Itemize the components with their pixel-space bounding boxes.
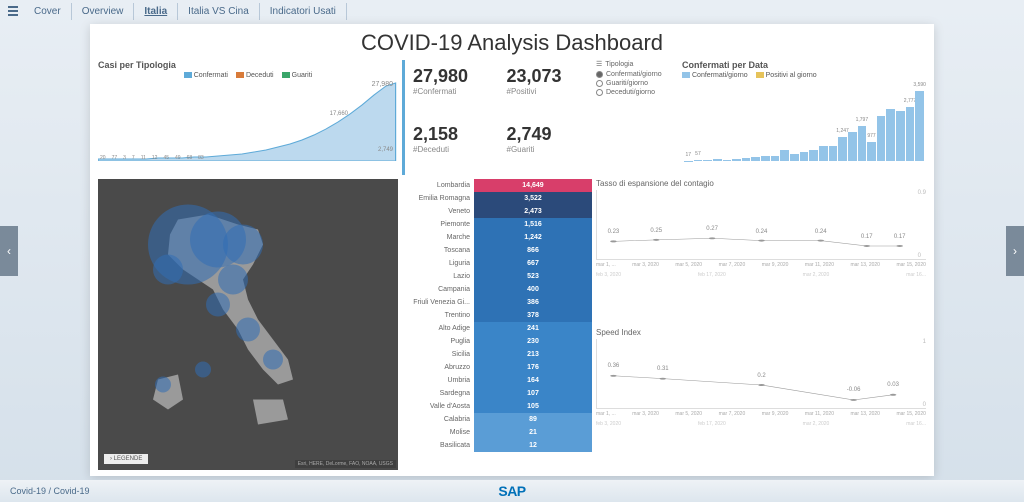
filter-option[interactable]: Deceduti/giorno xyxy=(596,89,676,96)
kpi-deceduti: 2,158#Deceduti xyxy=(405,118,499,176)
kpi-block: 27,980#Confermati23,073#Positivi2,158#De… xyxy=(402,60,592,175)
bar-chart: 17571,2471,7979772,7773,590 xyxy=(682,81,926,161)
table-row[interactable]: Lazio523 xyxy=(402,270,592,283)
kpi-guariti: 2,749#Guariti xyxy=(499,118,593,176)
bar xyxy=(742,158,751,161)
bar xyxy=(829,146,838,161)
bar xyxy=(790,154,799,161)
chart-legend: Confermati/giorno Positivi al giorno xyxy=(682,72,926,79)
kpi-confermati: 27,980#Confermati xyxy=(405,60,499,118)
tasso-chart: Tasso di espansione del contagio 0.90 0.… xyxy=(596,179,926,322)
low-label: 2,749 xyxy=(378,147,393,153)
table-row[interactable]: Sardegna107 xyxy=(402,387,592,400)
bar xyxy=(771,156,780,161)
bar xyxy=(713,159,722,161)
bar xyxy=(723,160,732,161)
table-row[interactable]: Basilicata12 xyxy=(402,439,592,452)
table-row[interactable]: Marche1,242 xyxy=(402,231,592,244)
legend-item: Positivi al giorno xyxy=(756,72,817,79)
table-row[interactable]: Friuli Venezia Gi...386 xyxy=(402,296,592,309)
peak-label: 27,980 xyxy=(372,81,393,88)
nav-tab-cover[interactable]: Cover xyxy=(24,3,72,20)
bar: 3,590 xyxy=(915,91,924,161)
table-row[interactable]: Alto Adige241 xyxy=(402,322,592,335)
legend-item: Confermati xyxy=(184,72,228,79)
table-row[interactable]: Sicilia213 xyxy=(402,348,592,361)
mid-label: 17,660 xyxy=(330,111,348,117)
legend-item: Confermati/giorno xyxy=(682,72,748,79)
nav-tab-indicatori-usati[interactable]: Indicatori Usati xyxy=(260,3,347,20)
filter-icon: ☰ xyxy=(596,60,602,68)
chart-title: Tasso di espansione del contagio xyxy=(596,179,926,188)
bar xyxy=(751,157,760,161)
bar xyxy=(877,116,886,161)
bar: 977 xyxy=(867,142,876,161)
nav-tab-italia-vs-cina[interactable]: Italia VS Cina xyxy=(178,3,260,20)
top-nav: CoverOverviewItaliaItalia VS CinaIndicat… xyxy=(0,0,1024,22)
table-row[interactable]: Lombardia14,649 xyxy=(402,179,592,192)
nav-items: CoverOverviewItaliaItalia VS CinaIndicat… xyxy=(24,3,347,20)
table-row[interactable]: Umbria164 xyxy=(402,374,592,387)
casi-tipologia-chart: Casi per Tipologia Confermati Deceduti Gua… xyxy=(98,60,398,175)
bar xyxy=(800,152,809,161)
dashboard-panel: COVID-19 Analysis Dashboard Casi per Tip… xyxy=(90,24,934,476)
chart-legend: Confermati Deceduti Guariti xyxy=(98,72,398,79)
chart-title: Speed Index xyxy=(596,328,926,337)
dashboard-title: COVID-19 Analysis Dashboard xyxy=(90,24,934,60)
map-attribution: Esri, HERE, DeLorme, FAO, NOAA, USGS xyxy=(295,460,396,468)
next-page-arrow[interactable]: › xyxy=(1006,226,1024,276)
table-row[interactable]: Trentino378 xyxy=(402,309,592,322)
map-legend-button[interactable]: › LEGENDE xyxy=(104,454,148,464)
chart-title: Casi per Tipologia xyxy=(98,60,398,70)
menu-icon[interactable] xyxy=(8,6,22,16)
bar xyxy=(780,150,789,161)
bar: 2,777 xyxy=(906,107,915,161)
filter-option[interactable]: Guariti/giorno xyxy=(596,80,676,87)
bar: 1,797 xyxy=(858,126,867,161)
table-row[interactable]: Valle d'Aosta105 xyxy=(402,400,592,413)
table-row[interactable]: Emilia Romagna3,522 xyxy=(402,192,592,205)
italy-map[interactable]: › LEGENDE Esri, HERE, DeLorme, FAO, NOAA… xyxy=(98,179,398,470)
bar: 1,247 xyxy=(838,137,847,161)
table-row[interactable]: Campania400 xyxy=(402,283,592,296)
table-row[interactable]: Veneto2,473 xyxy=(402,205,592,218)
legend-item: Guariti xyxy=(282,72,313,79)
table-row[interactable]: Toscana866 xyxy=(402,244,592,257)
tipologia-filter: ☰Tipologia Confermati/giornoGuariti/gior… xyxy=(596,60,676,175)
table-row[interactable]: Molise21 xyxy=(402,426,592,439)
filter-option[interactable]: Confermati/giorno xyxy=(596,71,676,78)
bar: 57 xyxy=(694,160,703,161)
sap-logo: SAP xyxy=(498,483,525,499)
bar xyxy=(703,160,712,161)
bar xyxy=(848,132,857,161)
speed-chart: Speed Index 10 0.360.310.2-0.060.03 mar … xyxy=(596,328,926,471)
nav-tab-italia[interactable]: Italia xyxy=(134,3,178,20)
table-row[interactable]: Liguria667 xyxy=(402,257,592,270)
table-row[interactable]: Abruzzo176 xyxy=(402,361,592,374)
kpi-positivi: 23,073#Positivi xyxy=(499,60,593,118)
table-row[interactable]: Puglia230 xyxy=(402,335,592,348)
footer: Covid-19 / Covid-19 SAP xyxy=(0,480,1024,502)
confermati-data-section: ☰Tipologia Confermati/giornoGuariti/gior… xyxy=(596,60,926,175)
legend-item: Deceduti xyxy=(236,72,274,79)
bar xyxy=(896,111,905,161)
bar xyxy=(886,109,895,161)
prev-page-arrow[interactable]: ‹ xyxy=(0,226,18,276)
bar xyxy=(809,150,818,161)
table-row[interactable]: Piemonte1,516 xyxy=(402,218,592,231)
nav-tab-overview[interactable]: Overview xyxy=(72,3,135,20)
bar xyxy=(819,146,828,161)
chart-title: Confermati per Data xyxy=(682,60,926,70)
region-table: Lombardia14,649Emilia Romagna3,522Veneto… xyxy=(402,179,592,470)
bar xyxy=(732,159,741,161)
table-row[interactable]: Calabria89 xyxy=(402,413,592,426)
bar xyxy=(761,156,770,161)
